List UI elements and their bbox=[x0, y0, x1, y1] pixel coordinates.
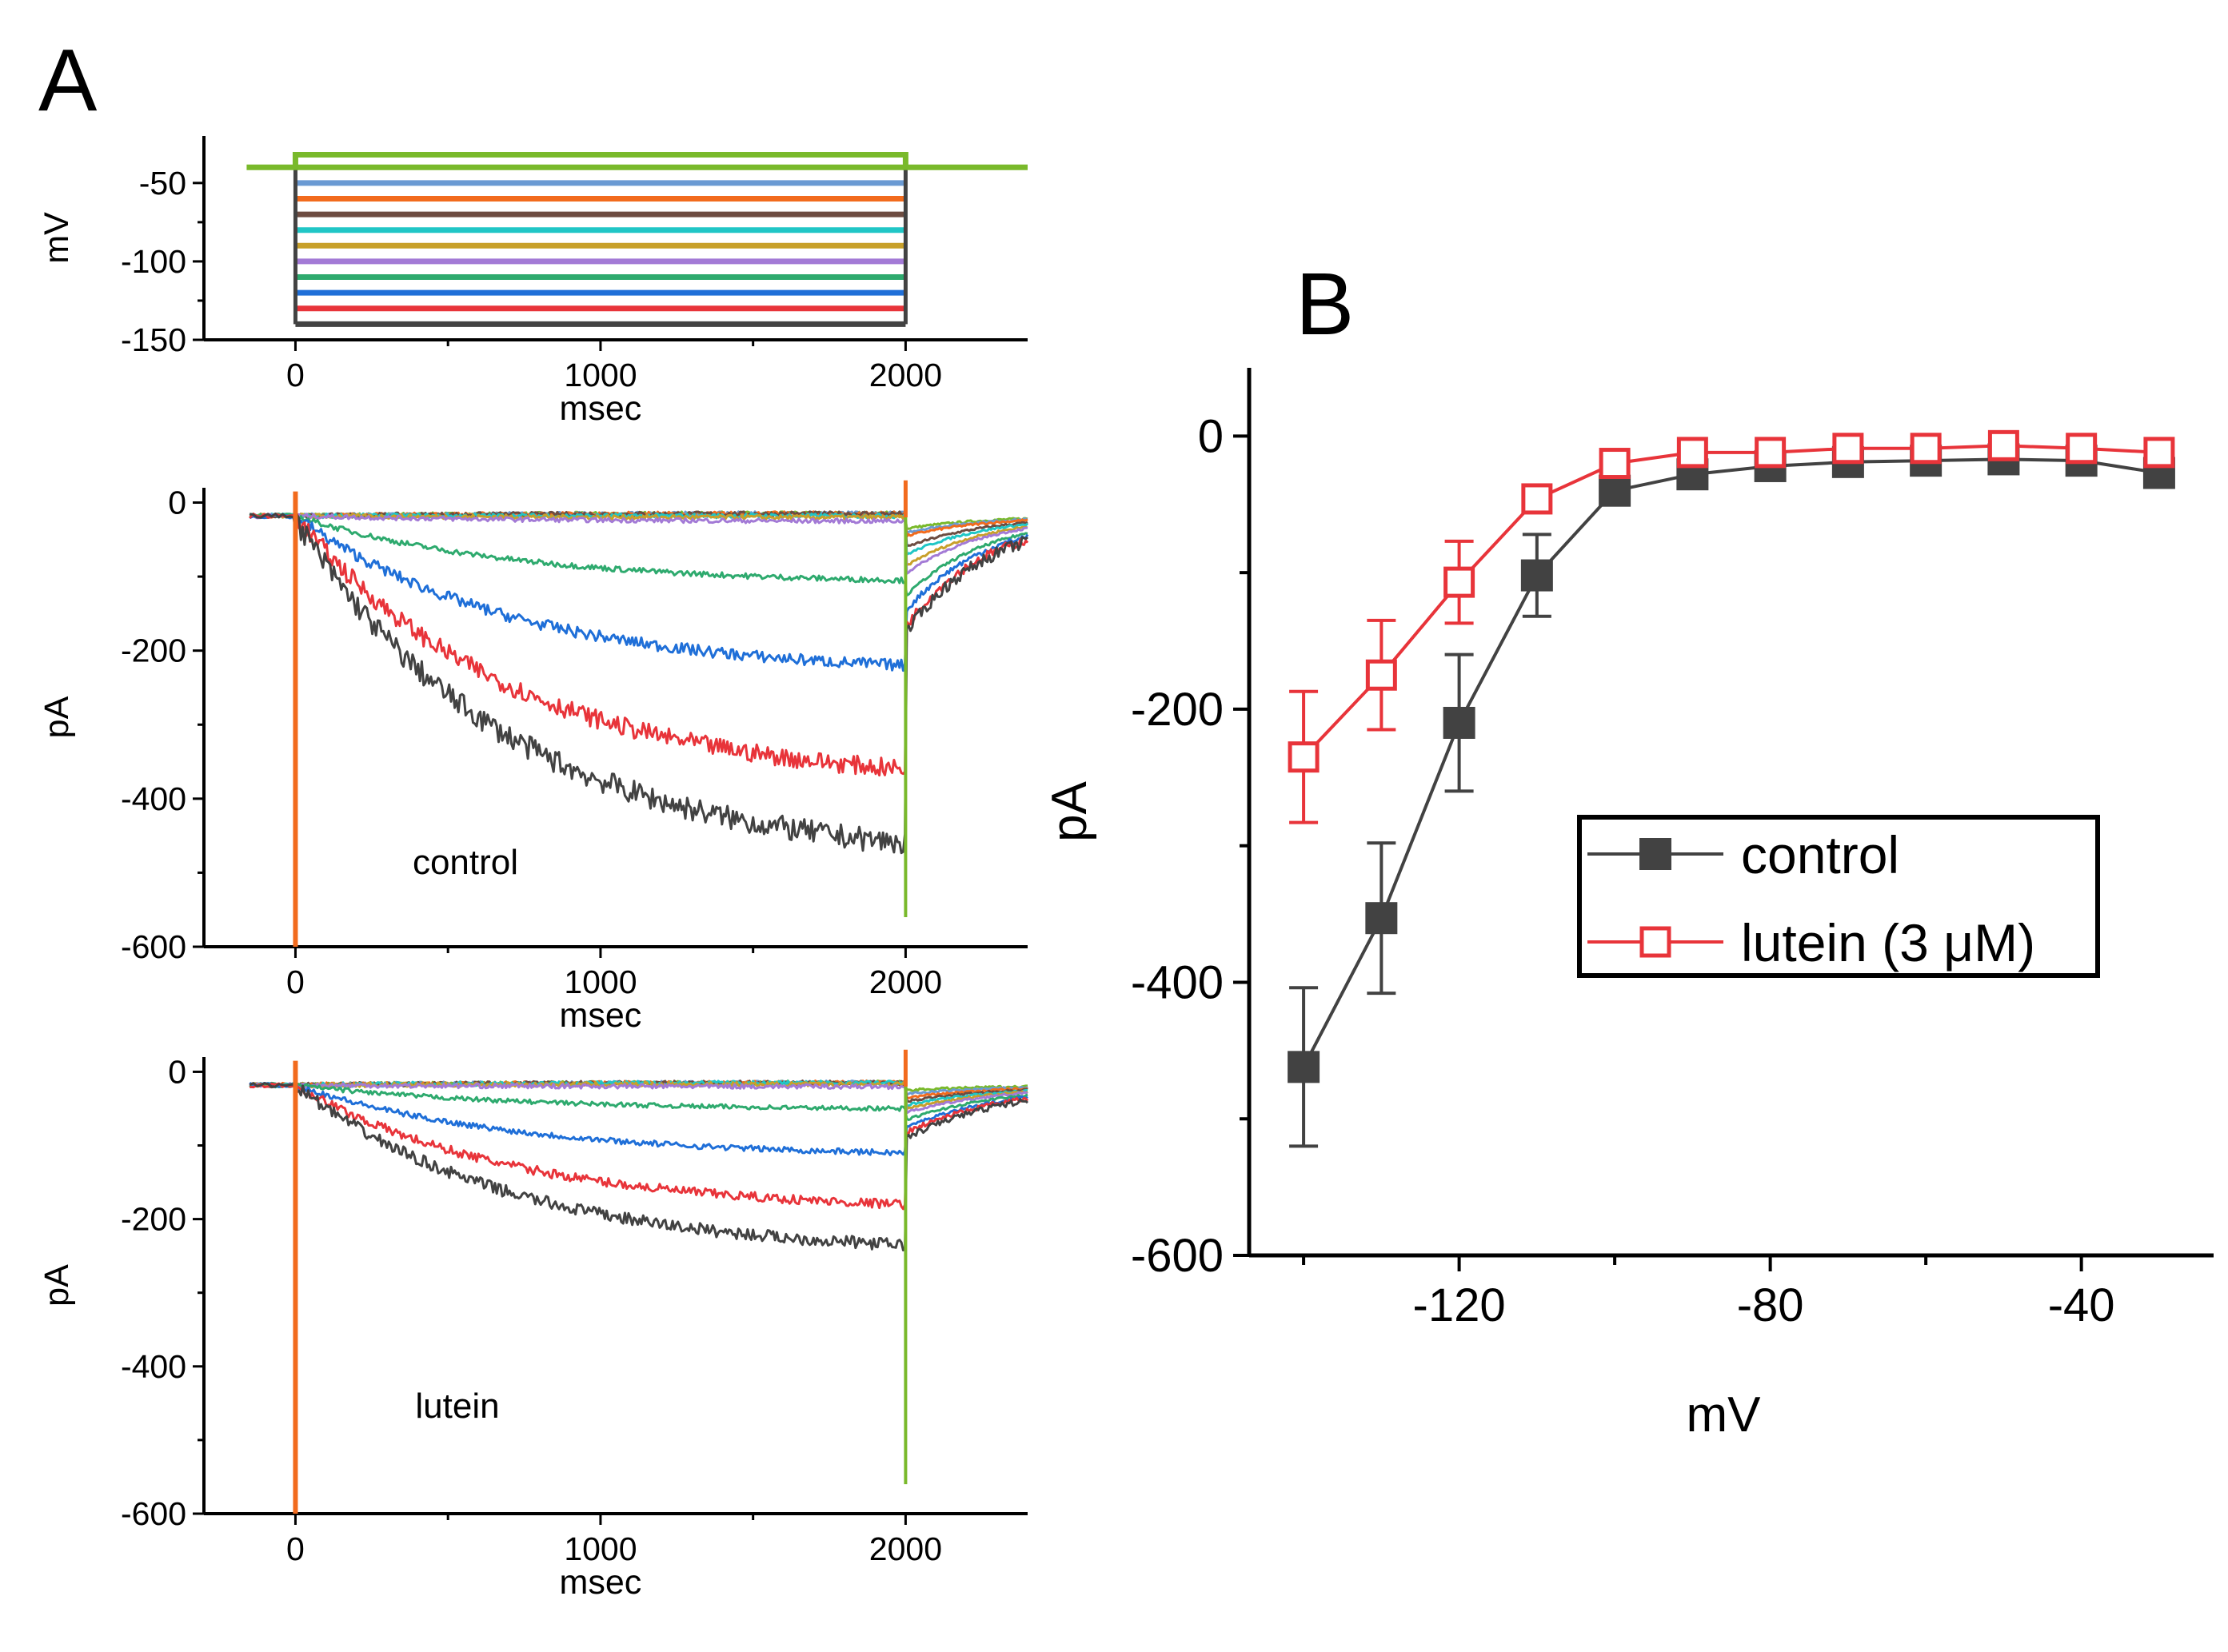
x-tick-label: 0 bbox=[286, 964, 305, 1000]
data-point-control bbox=[1599, 474, 1631, 507]
data-point-lutein bbox=[2066, 433, 2098, 465]
current-trace bbox=[249, 513, 1029, 672]
y-tick-label: -600 bbox=[121, 928, 186, 965]
y-axis-label: pA bbox=[1042, 780, 1097, 841]
data-point-lutein bbox=[1288, 741, 1320, 773]
x-axis-label: msec bbox=[560, 1563, 642, 1602]
x-tick-label: -80 bbox=[1737, 1279, 1804, 1331]
current-trace bbox=[249, 513, 1028, 597]
iv-curve-chart: -120 -80 -400-200-400-600mVpAcontrollutein… bbox=[1042, 368, 2214, 1443]
y-tick-label: -50 bbox=[139, 165, 186, 202]
x-tick-label: 1000 bbox=[564, 964, 637, 1000]
current-trace bbox=[249, 1082, 1028, 1251]
voltage-protocol-chart: 0 1000 2000 -50 -100 -150 msec mV bbox=[38, 136, 1028, 428]
data-point-control bbox=[1520, 559, 1553, 592]
y-tick-label: -200 bbox=[121, 1201, 186, 1238]
data-point-lutein bbox=[1987, 429, 2019, 461]
x-tick-label: 0 bbox=[286, 357, 305, 393]
current-trace bbox=[249, 513, 1028, 855]
data-point-lutein bbox=[1521, 483, 1553, 515]
x-tick-label: -120 bbox=[1413, 1279, 1506, 1331]
x-axis-label: msec bbox=[560, 389, 642, 428]
data-point-lutein bbox=[1832, 433, 1864, 465]
y-tick-label: -600 bbox=[1131, 1230, 1224, 1282]
legend-marker bbox=[1639, 926, 1671, 958]
data-point-control bbox=[1365, 902, 1398, 935]
condition-label: control bbox=[413, 843, 518, 882]
data-point-lutein bbox=[1910, 433, 1942, 465]
data-point-lutein bbox=[1365, 659, 1397, 691]
data-point-lutein bbox=[1676, 437, 1708, 469]
current-trace bbox=[250, 1082, 1029, 1211]
series-line-lutein bbox=[1302, 444, 2160, 759]
y-tick-label: -100 bbox=[121, 243, 186, 280]
current-trace bbox=[249, 513, 1028, 575]
legend: control lutein (3 μM) bbox=[1577, 815, 2100, 978]
y-tick-label: -600 bbox=[121, 1495, 186, 1532]
x-axis-label: msec bbox=[560, 996, 642, 1035]
y-tick-label: 0 bbox=[168, 1053, 186, 1090]
y-tick-label: -200 bbox=[121, 632, 186, 669]
y-tick-label: 0 bbox=[1198, 410, 1224, 462]
legend-label: lutein (3 μM) bbox=[1741, 913, 2035, 972]
y-axis-label: pA bbox=[38, 696, 76, 738]
current-trace bbox=[249, 1081, 1028, 1121]
data-point-lutein bbox=[1755, 437, 1787, 469]
data-point-control bbox=[1443, 707, 1475, 739]
legend-marker bbox=[1639, 838, 1671, 870]
current-trace bbox=[249, 512, 1029, 777]
data-point-lutein bbox=[1599, 448, 1631, 480]
y-tick-label: -200 bbox=[1131, 684, 1224, 736]
x-tick-label: 1000 bbox=[564, 357, 637, 393]
y-axis-label: mV bbox=[38, 212, 76, 264]
y-tick-label: -400 bbox=[1131, 956, 1224, 1008]
panel-a-letter: A bbox=[38, 31, 98, 130]
panel-b-letter: B bbox=[1296, 255, 1354, 353]
current-trace bbox=[249, 1079, 1028, 1107]
lutein-current-chart: 0 1000 2000 0 -200 -400 -600 msec pA lutein bbox=[38, 1049, 1029, 1602]
condition-label: lutein bbox=[415, 1387, 499, 1426]
data-point-lutein bbox=[2143, 437, 2175, 469]
y-tick-label: -150 bbox=[121, 321, 186, 358]
data-point-control bbox=[1288, 1051, 1320, 1083]
x-tick-label: 2000 bbox=[869, 1530, 942, 1567]
y-tick-label: -400 bbox=[121, 780, 186, 817]
x-tick-label: 1000 bbox=[564, 1530, 637, 1567]
x-tick-label: 2000 bbox=[869, 964, 942, 1000]
data-point-lutein bbox=[1443, 566, 1475, 598]
legend-label: control bbox=[1741, 825, 1899, 884]
current-trace bbox=[249, 1082, 1028, 1115]
current-trace bbox=[249, 1081, 1028, 1157]
y-tick-label: -400 bbox=[121, 1348, 186, 1385]
y-axis-label: pA bbox=[38, 1264, 76, 1307]
x-tick-label: 2000 bbox=[869, 357, 942, 393]
x-tick-label: -40 bbox=[2048, 1279, 2115, 1331]
x-tick-label: 0 bbox=[286, 1530, 305, 1567]
y-tick-label: 0 bbox=[168, 485, 186, 521]
x-axis-label: mV bbox=[1687, 1387, 1762, 1443]
control-current-chart: 0 1000 2000 0 -200 -400 -600 msec pA control bbox=[38, 480, 1029, 1035]
holding-potential-trace bbox=[246, 152, 1028, 170]
